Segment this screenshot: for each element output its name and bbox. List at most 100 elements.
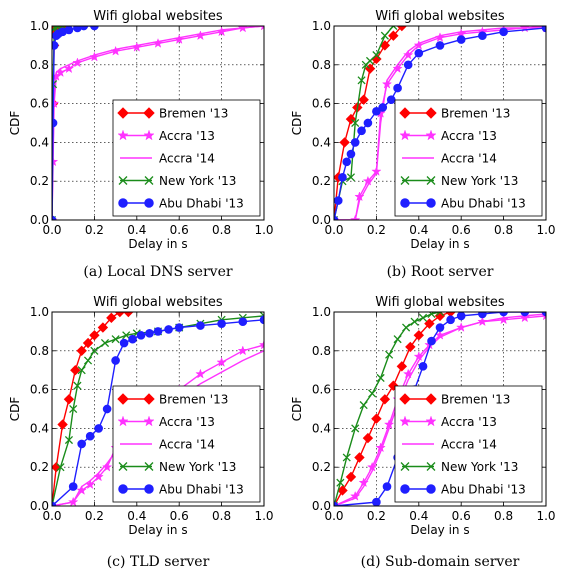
marker-abu-dhabi-13: [363, 118, 373, 128]
marker-bremen-13: [337, 485, 348, 496]
subcaption: (d) Sub-domain server: [361, 554, 520, 570]
legend-item-accra-14: Accra '14: [402, 438, 497, 452]
marker-new-york-13: [346, 173, 356, 182]
marker-new-york-13: [351, 424, 360, 433]
legend-item-accra-13: Accra '13: [117, 415, 215, 429]
marker-new-york-13: [83, 356, 93, 365]
marker-accra-13: [63, 63, 75, 74]
legend-item-bremen-13: Bremen '13: [117, 107, 228, 121]
marker-accra-13: [195, 30, 206, 41]
marker-new-york-13: [90, 346, 99, 355]
marker-new-york-13: [77, 366, 86, 375]
marker-bremen-13: [89, 330, 100, 341]
marker-new-york-13: [385, 350, 394, 359]
axes-frame: [333, 311, 547, 507]
marker-new-york-13: [73, 381, 82, 390]
marker-new-york-13: [357, 76, 366, 85]
marker-new-york-13: [69, 404, 78, 414]
y-tick-label: 0.8: [312, 344, 331, 358]
y-tick-label: 0.2: [30, 174, 49, 188]
x-tick-label: 0.6: [170, 509, 189, 523]
series-line-accra-13: [334, 315, 546, 506]
legend-label: New York '13: [159, 460, 236, 474]
marker-abu-dhabi-13: [118, 198, 128, 208]
marker-bremen-13: [358, 94, 369, 105]
marker-bremen-13: [76, 345, 87, 357]
marker-accra-13: [402, 49, 414, 60]
legend: Bremen '13 Accra '13 Accra '14 New York '13…: [394, 385, 543, 503]
legend-item-accra-13: Accra '13: [399, 129, 497, 143]
y-tick-label: 0.2: [312, 174, 331, 188]
marker-new-york-13: [426, 462, 436, 471]
legend-item-bremen-13: Bremen '13: [117, 393, 228, 407]
marker-new-york-13: [368, 389, 377, 398]
marker-abu-dhabi-13: [499, 27, 508, 37]
chart-panel-tld-server: Wifi global websites CDF Delay in s (c) …: [8, 295, 274, 570]
marker-bremen-13: [396, 361, 408, 372]
marker-abu-dhabi-13: [386, 95, 396, 105]
marker-abu-dhabi-13: [164, 325, 173, 334]
marker-abu-dhabi-13: [435, 41, 445, 50]
marker-abu-dhabi-13: [52, 215, 57, 220]
marker-abu-dhabi-13: [94, 424, 103, 433]
marker-abu-dhabi-13: [427, 336, 436, 346]
x-tick-label: 0.2: [85, 223, 104, 237]
marker-abu-dhabi-13: [85, 431, 95, 441]
plot-area: [52, 312, 264, 506]
marker-new-york-13: [351, 118, 360, 128]
marker-new-york-13: [380, 31, 389, 40]
series-line-new-york-13: [52, 315, 264, 506]
legend: Bremen '13 Accra '13 Accra '14 New York '13…: [112, 385, 261, 503]
marker-bremen-13: [371, 413, 382, 424]
y-tick-label: 0.4: [312, 421, 331, 435]
y-tick-label: 0.0: [30, 213, 49, 227]
marker-abu-dhabi-13: [400, 484, 410, 494]
legend-item-bremen-13: Bremen '13: [399, 107, 510, 121]
marker-abu-dhabi-13: [403, 60, 413, 70]
marker-new-york-13: [144, 462, 154, 471]
y-axis-label: CDF: [8, 111, 22, 136]
legend-label: Accra '14: [159, 438, 215, 452]
marker-accra-13: [76, 484, 87, 495]
marker-bremen-13: [425, 107, 437, 119]
marker-abu-dhabi-13: [102, 404, 112, 414]
x-axis-label: Delay in s: [410, 237, 469, 251]
marker-abu-dhabi-13: [414, 48, 424, 58]
marker-bremen-13: [70, 364, 81, 376]
legend-label: New York '13: [441, 460, 518, 474]
marker-abu-dhabi-13: [68, 482, 78, 491]
legend-label: Accra '14: [159, 152, 215, 166]
legend-label: Accra '13: [441, 129, 497, 143]
marker-accra-13: [399, 129, 411, 141]
marker-abu-dhabi-13: [456, 35, 466, 44]
x-tick-label: 0.0: [324, 509, 343, 523]
marker-new-york-13: [56, 463, 65, 472]
x-tick-label: 0.4: [409, 509, 428, 523]
y-tick-label: 1.0: [312, 19, 331, 33]
marker-abu-dhabi-13: [217, 319, 226, 328]
x-tick-label: 0.0: [324, 223, 343, 237]
legend-label: Abu Dhabi '13: [441, 483, 526, 497]
legend: Bremen '13 Accra '13 Accra '14 New York '13…: [394, 99, 543, 217]
x-tick-label: 0.4: [127, 509, 146, 523]
marker-abu-dhabi-13: [52, 41, 59, 50]
marker-bremen-13: [425, 393, 437, 405]
marker-abu-dhabi-13: [372, 107, 381, 116]
legend-label: New York '13: [441, 174, 518, 188]
axes-frame: [51, 311, 265, 507]
y-tick-label: 0.0: [30, 499, 49, 513]
series-line-accra-14: [334, 26, 546, 220]
marker-new-york-13: [118, 176, 128, 185]
marker-abu-dhabi-13: [119, 338, 129, 348]
marker-bremen-13: [339, 137, 350, 148]
legend-item-new-york-13: New York '13: [400, 460, 518, 474]
marker-accra-13: [131, 41, 143, 52]
marker-new-york-13: [389, 26, 398, 31]
marker-abu-dhabi-13: [338, 172, 347, 182]
marker-abu-dhabi-13: [342, 157, 352, 167]
marker-new-york-13: [336, 478, 345, 487]
legend-label: New York '13: [159, 174, 236, 188]
x-tick-label: 0.2: [367, 223, 386, 237]
marker-new-york-13: [410, 317, 419, 326]
legend-item-abu-dhabi-13: Abu Dhabi '13: [400, 483, 526, 497]
